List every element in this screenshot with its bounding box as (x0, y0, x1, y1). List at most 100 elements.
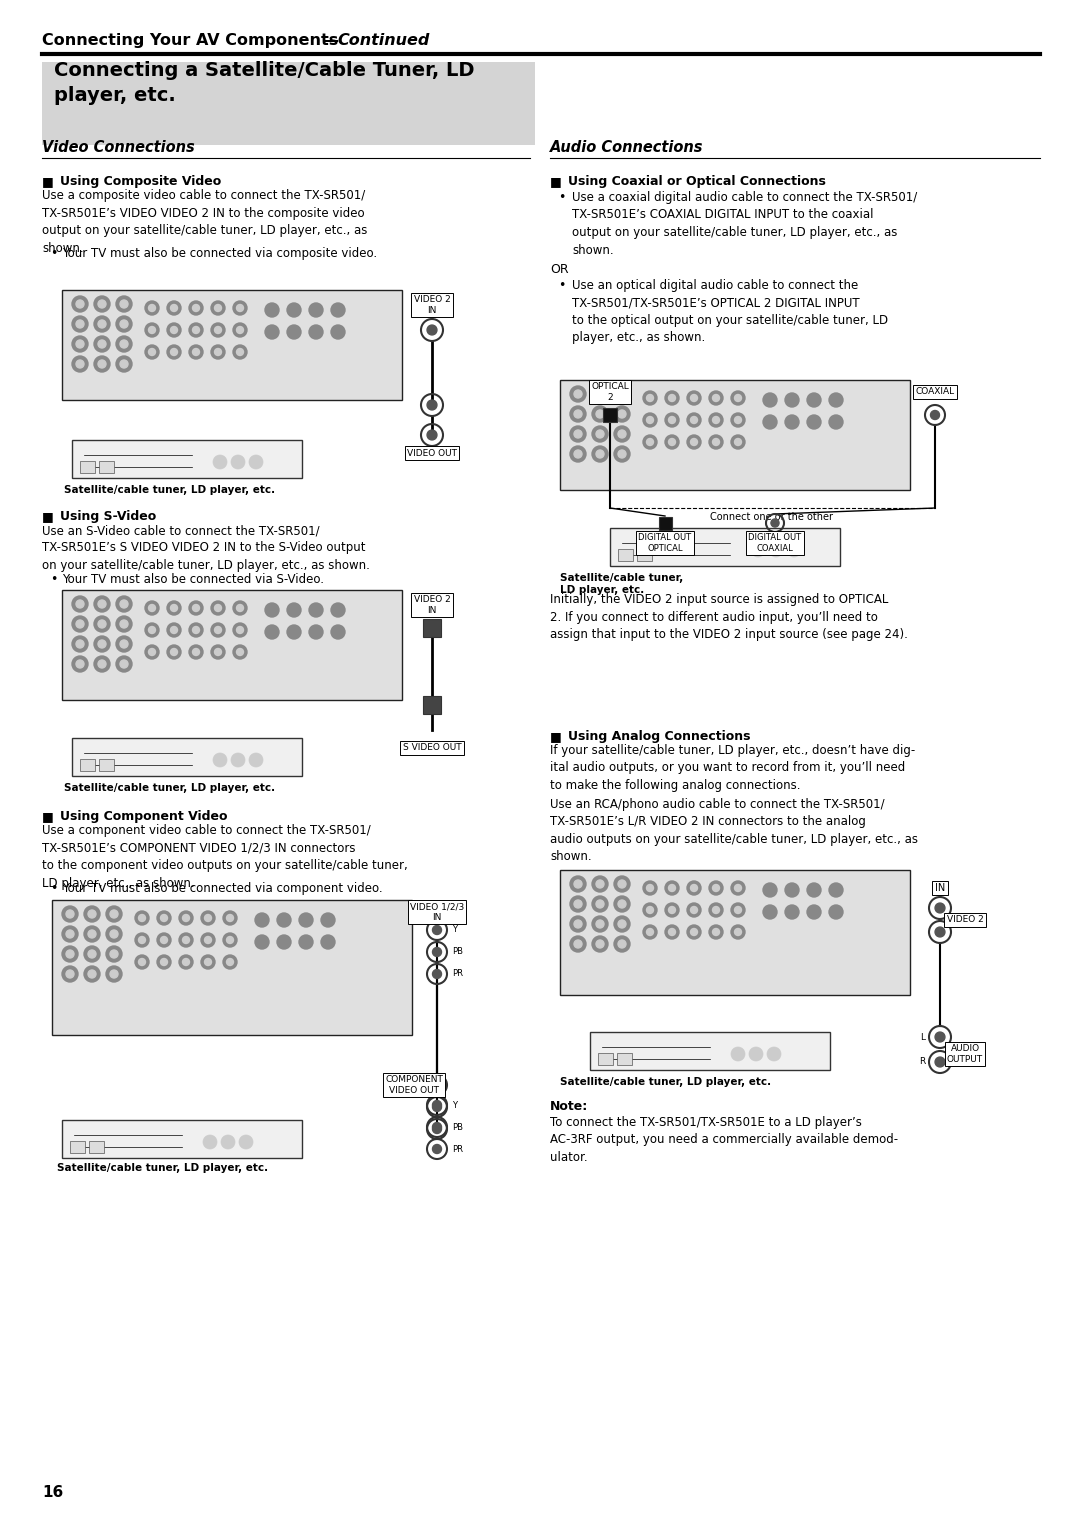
Circle shape (265, 303, 279, 316)
Circle shape (171, 605, 177, 611)
Circle shape (189, 345, 203, 359)
Circle shape (708, 903, 723, 917)
Circle shape (72, 656, 87, 672)
Circle shape (116, 316, 132, 332)
Circle shape (690, 885, 698, 891)
Bar (610, 529, 840, 565)
Circle shape (708, 413, 723, 426)
Circle shape (72, 616, 87, 633)
Circle shape (731, 391, 745, 405)
Circle shape (690, 906, 698, 914)
Circle shape (427, 325, 437, 335)
Circle shape (66, 970, 75, 978)
Circle shape (138, 937, 146, 943)
Text: L: L (920, 1033, 924, 1042)
Circle shape (87, 970, 96, 978)
Circle shape (265, 625, 279, 639)
Circle shape (106, 926, 122, 941)
Circle shape (731, 1047, 745, 1060)
Circle shape (157, 934, 171, 947)
Circle shape (687, 435, 701, 449)
Circle shape (615, 426, 630, 442)
Circle shape (643, 435, 657, 449)
Text: •: • (50, 573, 57, 587)
Text: Using Composite Video: Using Composite Video (60, 176, 221, 188)
Circle shape (98, 640, 106, 648)
Circle shape (145, 301, 159, 315)
Circle shape (76, 341, 84, 348)
Circle shape (734, 885, 742, 891)
Circle shape (573, 410, 582, 419)
Circle shape (227, 914, 233, 921)
Circle shape (72, 596, 87, 613)
Circle shape (94, 296, 110, 312)
Circle shape (829, 393, 843, 406)
Text: DIGITAL OUT
COAXIAL: DIGITAL OUT COAXIAL (748, 533, 801, 553)
Circle shape (149, 304, 156, 312)
Circle shape (570, 387, 586, 402)
Circle shape (690, 394, 698, 402)
Text: ■: ■ (42, 810, 54, 824)
Circle shape (734, 417, 742, 423)
Circle shape (84, 926, 100, 941)
Circle shape (713, 417, 719, 423)
Bar (80, 461, 95, 474)
Text: COMPONENT
VIDEO OUT: COMPONENT VIDEO OUT (386, 1076, 443, 1094)
Circle shape (935, 927, 945, 937)
Circle shape (596, 429, 604, 439)
Bar (603, 408, 617, 422)
Circle shape (570, 895, 586, 912)
Bar (42, 63, 535, 145)
Circle shape (432, 1103, 442, 1111)
Bar (618, 549, 633, 561)
Circle shape (192, 648, 200, 656)
Circle shape (771, 520, 779, 527)
Circle shape (189, 301, 203, 315)
Text: Connect one or the other: Connect one or the other (711, 512, 834, 523)
Circle shape (76, 660, 84, 668)
Circle shape (734, 394, 742, 402)
Circle shape (665, 903, 679, 917)
Circle shape (432, 947, 442, 957)
Text: VIDEO 2
IN: VIDEO 2 IN (414, 295, 450, 315)
Circle shape (120, 361, 129, 368)
Text: Your TV must also be connected via S-Video.: Your TV must also be connected via S-Vid… (62, 573, 324, 587)
Circle shape (785, 393, 799, 406)
Circle shape (239, 1135, 253, 1149)
Circle shape (592, 406, 608, 422)
Circle shape (215, 626, 221, 634)
Text: Note:: Note: (550, 1100, 589, 1112)
Circle shape (309, 625, 323, 639)
Circle shape (211, 301, 225, 315)
Circle shape (762, 393, 777, 406)
Bar (72, 738, 302, 776)
Circle shape (432, 1100, 442, 1109)
Text: Use an S-Video cable to connect the TX-SR501/
TX-SR501E’s S VIDEO VIDEO 2 IN to : Use an S-Video cable to connect the TX-S… (42, 524, 369, 571)
Circle shape (265, 325, 279, 339)
Bar (80, 759, 95, 772)
Circle shape (231, 455, 245, 469)
Circle shape (669, 906, 675, 914)
Circle shape (201, 934, 215, 947)
Circle shape (570, 937, 586, 952)
Text: R: R (919, 1057, 924, 1067)
Circle shape (687, 882, 701, 895)
Circle shape (573, 880, 582, 888)
Circle shape (647, 394, 653, 402)
Circle shape (149, 648, 156, 656)
Circle shape (829, 416, 843, 429)
Circle shape (189, 322, 203, 338)
Circle shape (785, 416, 799, 429)
Circle shape (570, 915, 586, 932)
Circle shape (665, 413, 679, 426)
Circle shape (708, 924, 723, 940)
Circle shape (72, 316, 87, 332)
Circle shape (94, 336, 110, 351)
Circle shape (76, 640, 84, 648)
Circle shape (98, 660, 106, 668)
Circle shape (665, 924, 679, 940)
Text: •: • (558, 280, 565, 292)
Bar (62, 590, 402, 700)
Circle shape (237, 327, 243, 333)
Text: PR: PR (453, 1144, 463, 1154)
